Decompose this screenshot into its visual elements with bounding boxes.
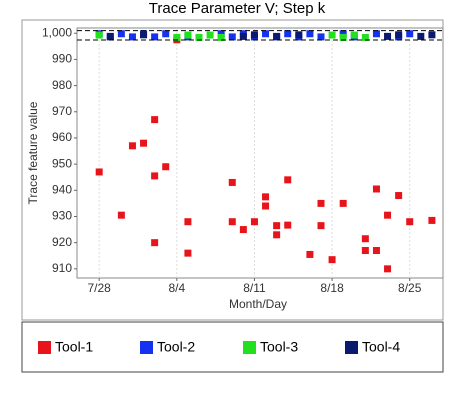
point <box>395 192 403 200</box>
y-tick-label: 940 <box>52 182 72 196</box>
point <box>284 176 292 184</box>
point <box>273 222 281 230</box>
point <box>117 211 125 219</box>
y-tick-label: 1,000 <box>42 25 72 39</box>
chart-title: Trace Parameter V; Step k <box>149 0 326 17</box>
point <box>306 30 314 38</box>
x-tick-label: 8/25 <box>398 281 422 295</box>
legend-swatch <box>140 341 153 354</box>
x-tick-label: 8/11 <box>243 281 266 295</box>
point <box>339 33 347 41</box>
point <box>295 31 303 39</box>
point <box>372 185 380 193</box>
point <box>428 31 436 39</box>
point <box>184 249 192 257</box>
legend-swatch <box>345 341 358 354</box>
point <box>140 31 148 39</box>
point <box>284 30 292 38</box>
point <box>406 30 414 38</box>
point <box>417 32 425 40</box>
point <box>328 256 336 264</box>
y-tick-label: 930 <box>52 209 72 223</box>
y-tick-label: 910 <box>52 261 72 275</box>
point <box>184 31 192 39</box>
point <box>217 30 225 38</box>
point <box>384 211 392 219</box>
point <box>372 247 380 255</box>
point <box>217 33 225 41</box>
point <box>106 32 114 40</box>
point <box>428 216 436 224</box>
point <box>250 218 258 226</box>
point <box>339 30 347 38</box>
point <box>162 163 170 171</box>
point <box>95 31 103 39</box>
point <box>372 30 380 38</box>
point <box>361 33 369 41</box>
point <box>239 226 247 234</box>
point <box>162 30 170 38</box>
y-tick-label: 950 <box>52 156 72 170</box>
point <box>184 218 192 226</box>
point <box>339 199 347 207</box>
x-tick-label: 8/4 <box>168 281 185 295</box>
y-tick-label: 970 <box>52 104 72 118</box>
point <box>384 265 392 273</box>
point <box>273 231 281 239</box>
point <box>151 33 159 41</box>
y-tick-label: 990 <box>52 52 72 66</box>
legend-label: Tool-1 <box>55 339 93 355</box>
point <box>361 247 369 255</box>
point <box>350 31 358 39</box>
y-tick-label: 920 <box>52 235 72 249</box>
point <box>317 199 325 207</box>
y-tick-label: 980 <box>52 78 72 92</box>
point <box>384 32 392 40</box>
legend-label: Tool-2 <box>157 339 195 355</box>
x-tick-label: 8/18 <box>320 281 344 295</box>
point <box>317 33 325 41</box>
plot-area <box>76 27 444 279</box>
point <box>228 178 236 186</box>
legend-swatch <box>38 341 51 354</box>
point <box>262 193 270 201</box>
point <box>151 172 159 180</box>
point <box>284 221 292 229</box>
y-axis-label: Trace feature value <box>26 101 40 204</box>
point <box>361 235 369 243</box>
legend <box>21 321 444 373</box>
point <box>395 31 403 39</box>
x-axis-label: Month/Day <box>229 297 287 311</box>
point <box>239 32 247 40</box>
point <box>173 33 181 41</box>
point <box>262 202 270 210</box>
legend-swatch <box>243 341 256 354</box>
point <box>117 30 125 38</box>
point <box>306 250 314 258</box>
legend-label: Tool-4 <box>362 339 400 355</box>
point <box>328 31 336 39</box>
point <box>406 218 414 226</box>
point <box>317 222 325 230</box>
point <box>128 33 136 41</box>
point <box>206 31 214 39</box>
point <box>228 218 236 226</box>
point <box>151 116 159 124</box>
point <box>262 30 270 38</box>
point <box>95 168 103 176</box>
point <box>228 33 236 41</box>
point <box>273 32 281 40</box>
y-tick-label: 960 <box>52 130 72 144</box>
point <box>151 239 159 247</box>
point <box>140 139 148 147</box>
x-tick-label: 7/28 <box>88 281 112 295</box>
point <box>128 142 136 150</box>
point <box>195 33 203 41</box>
legend-label: Tool-3 <box>260 339 298 355</box>
point <box>250 31 258 39</box>
